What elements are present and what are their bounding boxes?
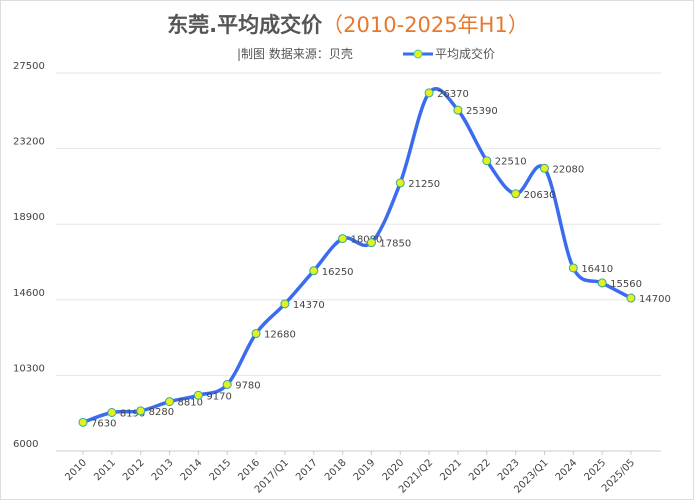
y-tick-label: 10300 [13, 363, 45, 374]
x-tick-label: 2023 [496, 457, 522, 483]
data-label: 18080 [351, 235, 383, 246]
y-tick-label: 14600 [13, 288, 45, 299]
x-tick-label: 2013 [150, 457, 176, 483]
data-label: 7630 [91, 418, 116, 429]
y-tick-label: 6000 [13, 439, 38, 450]
x-tick-label: 2018 [323, 457, 349, 483]
x-tick-label: 2014 [179, 457, 205, 483]
x-tick-label: 2022 [467, 457, 493, 483]
title-main: 东莞.平均成交价 [167, 13, 323, 37]
x-tick-label: 2010 [63, 457, 89, 483]
x-tick-label: 2017 [294, 457, 320, 483]
x-tick-label: 2012 [121, 457, 147, 483]
data-label: 14700 [639, 294, 671, 305]
data-point [424, 88, 434, 98]
x-tick-label: 2011 [92, 457, 118, 483]
data-label: 16250 [322, 267, 354, 278]
x-tick-label: 2024 [554, 457, 580, 483]
data-label: 22510 [495, 157, 527, 168]
data-label: 17850 [379, 239, 411, 250]
chart-title: 东莞.平均成交价（2010-2025年H1） [167, 13, 529, 37]
data-label: 12680 [264, 330, 296, 341]
title-highlight: 2010-2025年H1 [343, 13, 508, 37]
data-label: 9170 [206, 391, 231, 402]
data-label: 8810 [178, 398, 203, 409]
data-label: 26370 [437, 89, 469, 100]
data-label: 14370 [293, 300, 325, 311]
x-tick-label: 2015 [208, 457, 234, 483]
y-tick-label: 18900 [13, 212, 45, 223]
data-point [222, 380, 232, 390]
data-point [482, 156, 492, 166]
y-tick-label: 27500 [13, 61, 45, 72]
x-tick-label: 2016 [236, 457, 262, 483]
data-label: 8280 [149, 407, 174, 418]
data-label: 9780 [235, 381, 260, 392]
data-label: 25390 [466, 106, 498, 117]
data-point [395, 178, 405, 188]
data-point [165, 397, 175, 407]
series-line [82, 87, 632, 424]
data-point [626, 293, 636, 303]
data-point [78, 417, 88, 427]
x-tick-label: 2019 [352, 457, 378, 483]
data-point [338, 234, 348, 244]
data-point [453, 105, 463, 115]
data-label: 15560 [610, 279, 642, 290]
data-point [511, 189, 521, 199]
data-label: 22080 [552, 164, 584, 175]
data-label: 21250 [408, 179, 440, 190]
data-point [366, 238, 376, 248]
data-point [107, 407, 117, 417]
x-tick-label: 2025 [583, 457, 609, 483]
data-label: 8190 [120, 408, 145, 419]
legend: 平均成交价 [403, 45, 495, 62]
data-point [136, 406, 146, 416]
data-point [280, 299, 290, 309]
x-tick-label: 2020 [381, 457, 407, 483]
data-point [309, 266, 319, 276]
data-label: 20630 [524, 190, 556, 201]
data-point [539, 163, 549, 173]
data-point [251, 329, 261, 339]
data-point [193, 390, 203, 400]
data-point [597, 278, 607, 288]
x-tick-label: 2021 [438, 457, 464, 483]
y-tick-label: 23200 [13, 137, 45, 148]
chart-subtitle: |制图 数据来源：贝壳 [237, 47, 353, 61]
data-label: 16410 [581, 264, 613, 275]
legend-line-icon [403, 49, 433, 58]
data-point [568, 263, 578, 273]
legend-label: 平均成交价 [435, 47, 496, 61]
